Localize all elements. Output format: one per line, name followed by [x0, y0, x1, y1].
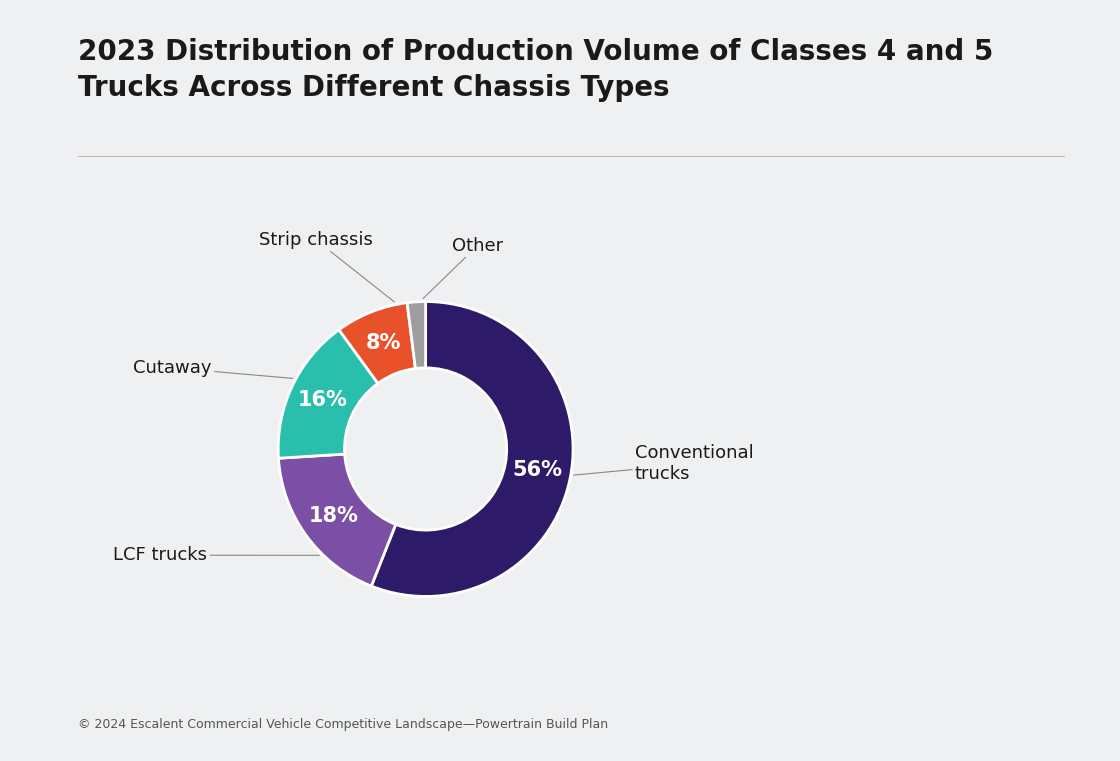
Text: Conventional
trucks: Conventional trucks	[573, 444, 754, 483]
Text: 16%: 16%	[297, 390, 347, 410]
Text: LCF trucks: LCF trucks	[113, 546, 319, 564]
Text: 8%: 8%	[366, 333, 401, 353]
Wedge shape	[278, 330, 377, 458]
Text: 18%: 18%	[308, 506, 358, 526]
Text: Other: Other	[423, 237, 503, 298]
Text: © 2024 Escalent Commercial Vehicle Competitive Landscape—Powertrain Build Plan: © 2024 Escalent Commercial Vehicle Compe…	[78, 718, 608, 731]
Wedge shape	[279, 454, 395, 586]
Text: Strip chassis: Strip chassis	[259, 231, 394, 302]
Text: 2023 Distribution of Production Volume of Classes 4 and 5
Trucks Across Differen: 2023 Distribution of Production Volume o…	[78, 38, 993, 102]
Wedge shape	[408, 301, 426, 368]
Text: 56%: 56%	[513, 460, 563, 480]
Wedge shape	[339, 303, 416, 384]
Text: Cutaway: Cutaway	[133, 359, 292, 378]
Wedge shape	[372, 301, 573, 597]
